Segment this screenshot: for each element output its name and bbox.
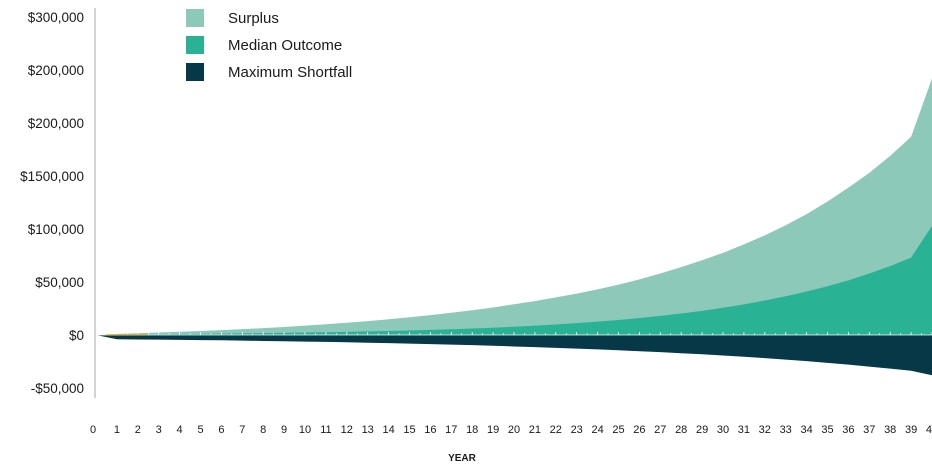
- y-tick-label: -$50,000: [31, 381, 84, 396]
- y-tick-label: $200,000: [28, 63, 84, 78]
- x-tick-label: 31: [738, 424, 750, 436]
- x-tick-label: 12: [341, 424, 353, 436]
- x-tick-label: 37: [863, 424, 875, 436]
- x-tick-label: 40: [926, 424, 932, 436]
- x-tick-label: 35: [821, 424, 833, 436]
- x-tick-label: 20: [508, 424, 520, 436]
- y-axis: $300,000 $200,000 $200,000 $1500,000 $100,00…: [20, 8, 96, 398]
- legend-label-shortfall: Maximum Shortfall: [228, 64, 352, 81]
- x-tick-label: 18: [466, 424, 478, 436]
- x-tick-label: 28: [675, 424, 687, 436]
- x-tick-label: 19: [487, 424, 499, 436]
- x-tick-label: 1: [114, 424, 120, 436]
- series-area-shortfall: [96, 335, 932, 376]
- x-tick-label: 29: [696, 424, 708, 436]
- x-tick-label: 16: [424, 424, 436, 436]
- x-tick-label: 30: [717, 424, 729, 436]
- x-tick-label: 36: [842, 424, 854, 436]
- y-tick-label: $300,000: [28, 10, 84, 25]
- legend-label-median: Median Outcome: [228, 37, 342, 54]
- x-tick-label: 6: [218, 424, 224, 436]
- x-tick-label: 7: [239, 424, 245, 436]
- x-tick-label: 24: [591, 424, 603, 436]
- legend-swatch-median: [186, 36, 204, 54]
- legend-swatch-surplus: [186, 9, 204, 27]
- x-tick-label: 23: [571, 424, 583, 436]
- legend-label-surplus: Surplus: [228, 10, 279, 27]
- x-tick-label: 27: [654, 424, 666, 436]
- x-tick-label: 10: [299, 424, 311, 436]
- x-tick-label: 14: [382, 424, 394, 436]
- y-tick-label: $200,000: [28, 116, 84, 131]
- x-tick-label: 9: [281, 424, 287, 436]
- legend-swatch-shortfall: [186, 63, 204, 81]
- x-tick-label: 3: [156, 424, 162, 436]
- series-area-surplus: [96, 78, 932, 335]
- x-tick-label: 32: [759, 424, 771, 436]
- y-tick-label: $0: [69, 328, 84, 343]
- x-tick-label: 11: [320, 424, 331, 436]
- y-tick-label: $50,000: [35, 275, 84, 290]
- x-axis: 0 1 2 3 4 5 6 7 8 9 10 11 12 13 14 15 16 17 18 19 20 21 22 23 24…: [90, 332, 932, 436]
- x-tick-label: 5: [197, 424, 203, 436]
- series-area-median: [96, 225, 932, 335]
- x-axis-label: YEAR: [448, 453, 477, 464]
- x-tick-label: 39: [905, 424, 917, 436]
- x-tick-label: 22: [550, 424, 562, 436]
- y-tick-label: $1500,000: [20, 169, 84, 184]
- x-tick-label: 17: [445, 424, 457, 436]
- chart-areas: [96, 78, 932, 376]
- x-tick-label: 13: [362, 424, 374, 436]
- x-tick-label: 26: [633, 424, 645, 436]
- x-tick-label: 38: [884, 424, 896, 436]
- x-tick-label: 2: [135, 424, 141, 436]
- y-tick-label: $100,000: [28, 222, 84, 237]
- x-tick-label: 0: [90, 424, 96, 436]
- x-tick-label: 21: [529, 424, 541, 436]
- x-tick-label: 8: [260, 424, 266, 436]
- x-tick-label: 15: [403, 424, 415, 436]
- legend: Surplus Median Outcome Maximum Shortfall: [186, 9, 352, 81]
- x-tick-label: 4: [177, 424, 183, 436]
- x-tick-label: 33: [780, 424, 792, 436]
- x-tick-label: 34: [800, 424, 812, 436]
- x-tick-label: 25: [612, 424, 624, 436]
